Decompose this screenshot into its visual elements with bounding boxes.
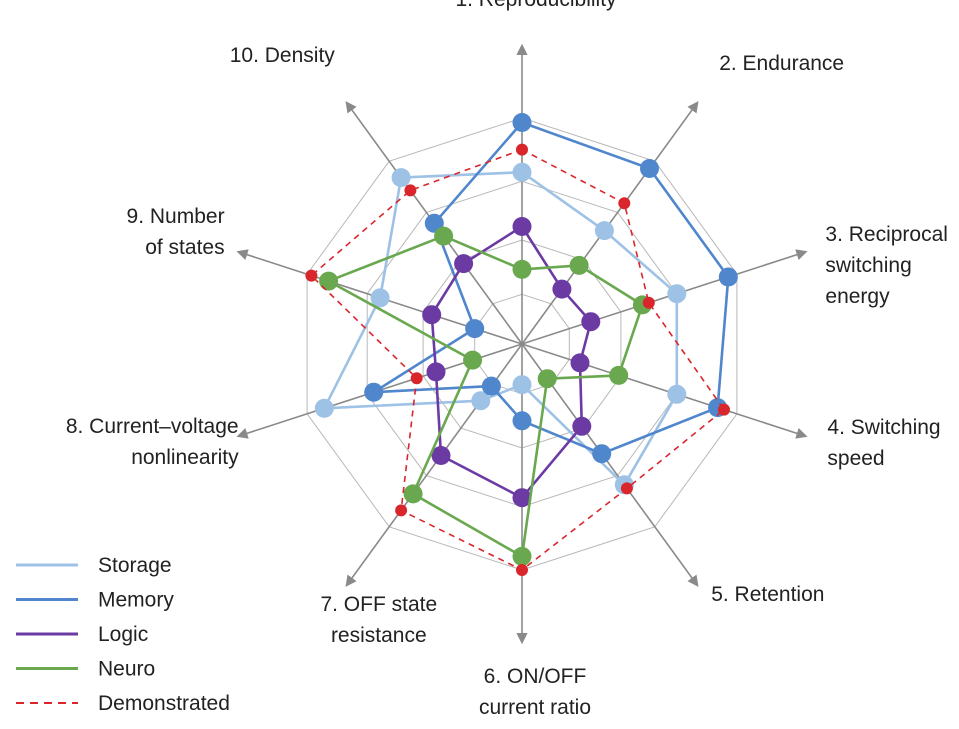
data-point-neuro-6 xyxy=(512,546,532,566)
data-point-storage-7 xyxy=(471,391,491,411)
data-point-neuro-10 xyxy=(434,226,454,246)
data-point-demonstrated-9 xyxy=(305,269,318,282)
data-point-neuro-5 xyxy=(537,369,557,389)
axis-label-7: 7. OFF state resistance xyxy=(320,593,437,647)
data-point-neuro-1 xyxy=(512,259,532,279)
data-point-logic-7 xyxy=(431,446,451,465)
data-point-demonstrated-2 xyxy=(618,197,631,210)
data-point-memory-5 xyxy=(592,444,612,464)
axis-label-3: 3. Reciprocal switching energy xyxy=(825,223,948,308)
radar-series xyxy=(305,113,738,576)
data-point-demonstrated-1 xyxy=(516,143,528,156)
data-point-demonstrated-4 xyxy=(718,403,730,416)
data-point-neuro-9 xyxy=(319,271,339,291)
axis-line-3 xyxy=(521,249,808,345)
axis-label-6-line-1: 6. ON/OFF xyxy=(484,665,587,688)
axis-label-1: 1. Reproducibility xyxy=(455,0,617,11)
data-point-storage-6 xyxy=(512,375,532,395)
axis-label-5: 5. Retention xyxy=(711,583,824,606)
axis-label-10: 10. Density xyxy=(230,44,336,67)
axis-label-6-line-2: current ratio xyxy=(479,696,591,719)
axis-label-4-line-2: speed xyxy=(827,447,884,470)
axis-label-1-line-1: 1. Reproducibility xyxy=(455,0,617,11)
axis-label-4: 4. Switching speed xyxy=(827,416,940,470)
legend-label-logic: Logic xyxy=(98,623,148,646)
data-point-storage-10 xyxy=(391,168,411,188)
axis-label-4-line-1: 4. Switching xyxy=(827,416,940,439)
axis-labels: 1. Reproducibility 2. Endurance 3. Recipro… xyxy=(66,0,948,719)
data-point-memory-8 xyxy=(364,382,384,402)
data-point-storage-1 xyxy=(512,162,532,182)
data-point-logic-2 xyxy=(552,279,572,299)
axis-line-4 xyxy=(521,343,808,439)
data-point-neuro-8 xyxy=(463,350,483,370)
series-line-demonstrated xyxy=(310,148,725,571)
data-point-storage-4 xyxy=(667,384,687,404)
data-point-storage-9 xyxy=(370,288,390,308)
axis-label-3-line-3: energy xyxy=(825,285,890,308)
axis-label-9-line-2: of states xyxy=(145,236,224,259)
axis-label-8-line-1: 8. Current–voltage xyxy=(66,415,239,438)
legend-label-demonstrated: Demonstrated xyxy=(98,692,230,715)
data-point-demonstrated-7 xyxy=(395,504,408,517)
legend-label-memory: Memory xyxy=(98,589,174,612)
data-point-neuro-7 xyxy=(403,484,423,504)
axis-label-8-line-2: nonlinearity xyxy=(131,446,239,469)
data-point-demonstrated-3 xyxy=(642,296,655,309)
data-point-logic-9 xyxy=(422,305,442,325)
data-point-logic-3 xyxy=(581,312,601,332)
data-point-logic-5 xyxy=(572,416,592,436)
axis-label-9-line-1: 9. Number xyxy=(127,205,225,228)
series-neuro xyxy=(319,226,652,566)
data-point-memory-2 xyxy=(640,159,659,178)
data-point-demonstrated-8 xyxy=(410,372,423,385)
axis-label-8: 8. Current–voltage nonlinearity xyxy=(66,415,239,469)
data-point-memory-9 xyxy=(465,319,485,339)
data-point-neuro-2 xyxy=(569,255,589,275)
series-memory xyxy=(364,113,738,464)
data-point-logic-8 xyxy=(426,362,446,382)
axis-label-10-line-1: 10. Density xyxy=(230,44,336,67)
data-point-memory-7 xyxy=(481,376,501,396)
data-point-logic-6 xyxy=(512,488,532,508)
axis-label-2-line-1: 2. Endurance xyxy=(719,52,844,75)
data-point-memory-6 xyxy=(512,411,532,431)
axis-label-7-line-1: 7. OFF state xyxy=(320,593,437,616)
data-point-demonstrated-10 xyxy=(404,184,417,197)
data-point-storage-8 xyxy=(314,398,334,418)
data-point-storage-3 xyxy=(667,284,687,304)
axis-label-6: 6. ON/OFF current ratio xyxy=(479,665,591,719)
data-point-storage-2 xyxy=(594,221,614,241)
axis-label-5-line-1: 5. Retention xyxy=(711,583,824,606)
series-demonstrated xyxy=(305,143,730,576)
axis-label-3-line-1: 3. Reciprocal xyxy=(825,223,948,246)
data-point-logic-4 xyxy=(570,353,590,373)
legend: Storage Memory Logic Neuro Demonstrated xyxy=(16,554,230,715)
axis-label-9: 9. Number of states xyxy=(127,205,225,259)
legend-label-storage: Storage xyxy=(98,554,172,577)
data-point-logic-1 xyxy=(512,217,532,236)
series-logic xyxy=(422,217,601,508)
data-point-logic-10 xyxy=(454,254,474,274)
series-line-storage xyxy=(322,170,679,487)
data-point-memory-3 xyxy=(718,267,738,287)
axis-label-3-line-2: switching xyxy=(825,254,911,277)
data-point-memory-1 xyxy=(512,113,532,132)
axis-label-7-line-2: resistance xyxy=(331,624,427,647)
series-storage xyxy=(314,162,687,495)
data-point-neuro-4 xyxy=(609,365,629,385)
data-point-demonstrated-6 xyxy=(516,564,528,576)
data-point-demonstrated-5 xyxy=(620,482,633,495)
legend-label-neuro: Neuro xyxy=(98,658,155,681)
axis-label-2: 2. Endurance xyxy=(719,52,844,75)
